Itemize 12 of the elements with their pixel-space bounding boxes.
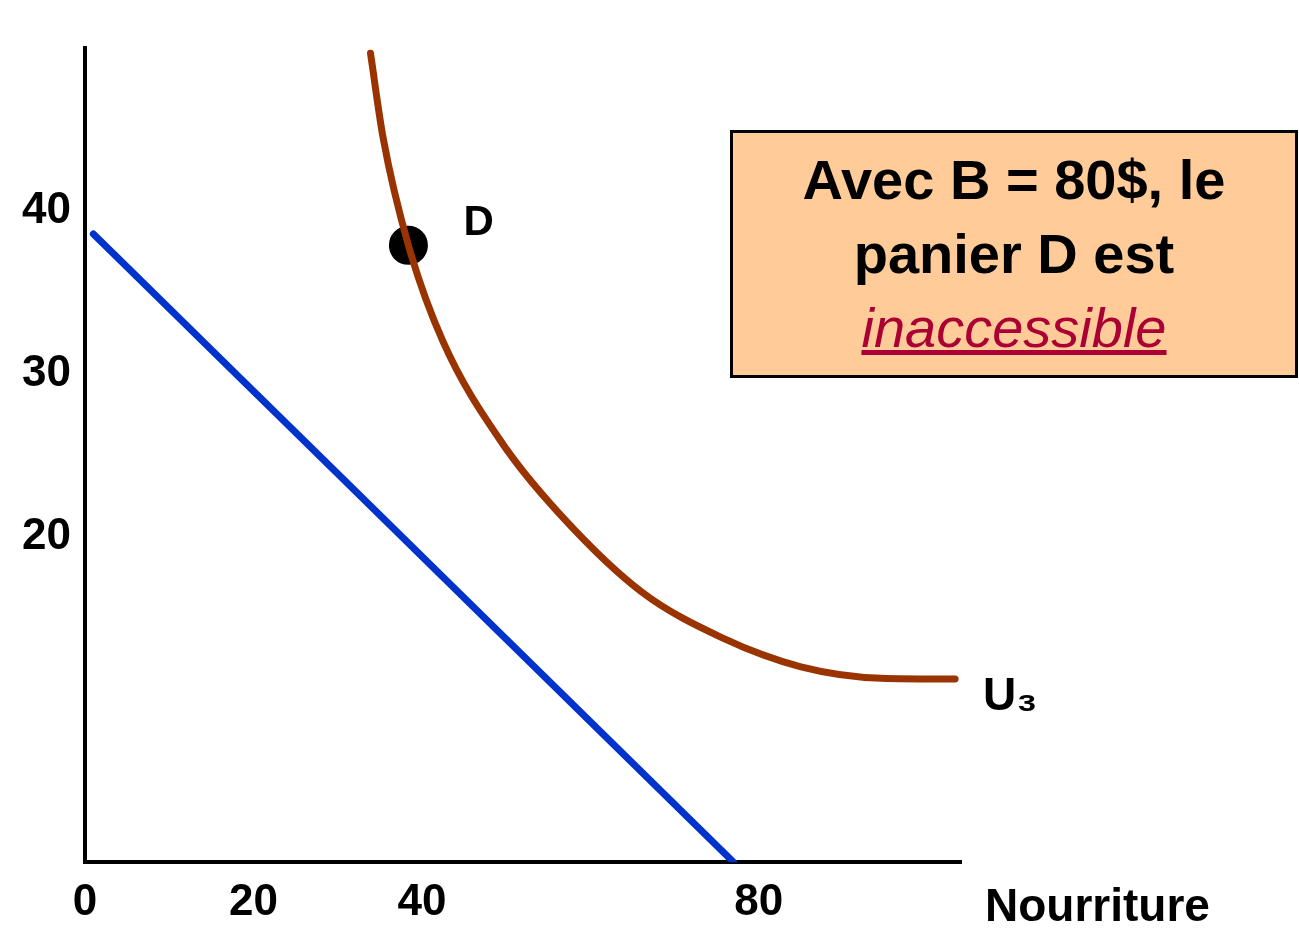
x-tick-label: 20 (228, 874, 278, 924)
annotation: Avec B = 80$, le panier D est (801, 147, 1227, 287)
y-tick-label: 30 (21, 346, 71, 396)
x-axis-title: Nourriture (985, 878, 1210, 931)
series-label: U₃ (983, 667, 1038, 720)
x-tick-label: 80 (734, 874, 784, 924)
y-tick-label: 20 (21, 508, 71, 558)
annotation: inaccessible (860, 295, 1168, 361)
x-tick-label: 0 (72, 874, 98, 924)
y-tick-label: 40 (21, 183, 71, 233)
x-tick-label: 40 (397, 874, 447, 924)
annotation: D (463, 196, 494, 244)
